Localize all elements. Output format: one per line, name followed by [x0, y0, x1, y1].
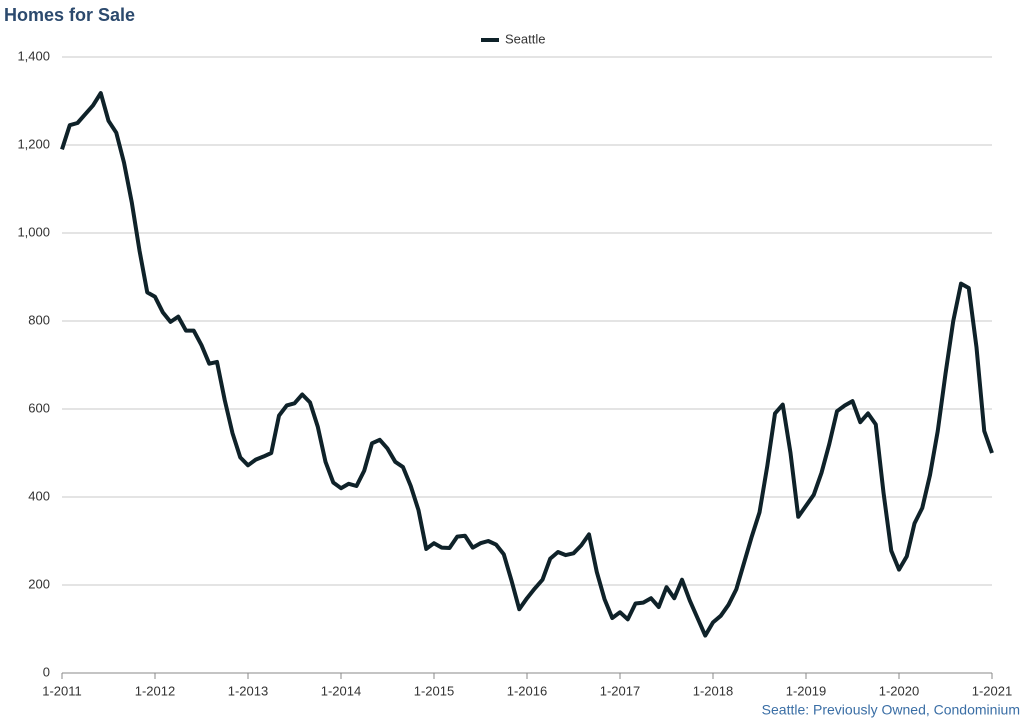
chart-title: Homes for Sale	[4, 5, 135, 25]
footer-note: Seattle: Previously Owned, Condominium	[762, 702, 1020, 718]
data-line	[60, 91, 994, 638]
x-tick-label: 1-2013	[228, 683, 268, 698]
x-tick-label: 1-2017	[600, 683, 640, 698]
x-tick-label: 1-2016	[507, 683, 547, 698]
y-tick-label: 600	[28, 400, 50, 415]
y-tick-label: 1,400	[17, 48, 50, 63]
y-tick-label: 200	[28, 576, 50, 591]
y-tick-label: 800	[28, 312, 50, 327]
x-tick-label: 1-2021	[972, 683, 1012, 698]
y-tick-label: 1,200	[17, 136, 50, 151]
x-tick-label: 1-2019	[786, 683, 826, 698]
x-tick-label: 1-2014	[321, 683, 361, 698]
y-tick-label: 1,000	[17, 224, 50, 239]
x-tick-label: 1-2011	[42, 683, 82, 698]
y-tick-label: 0	[43, 664, 50, 679]
x-tick-label: 1-2015	[414, 683, 454, 698]
legend-label: Seattle	[505, 31, 545, 46]
x-tick-label: 1-2012	[135, 683, 175, 698]
y-tick-label: 400	[28, 488, 50, 503]
x-tick-label: 1-2018	[693, 683, 733, 698]
x-tick-label: 1-2020	[879, 683, 919, 698]
